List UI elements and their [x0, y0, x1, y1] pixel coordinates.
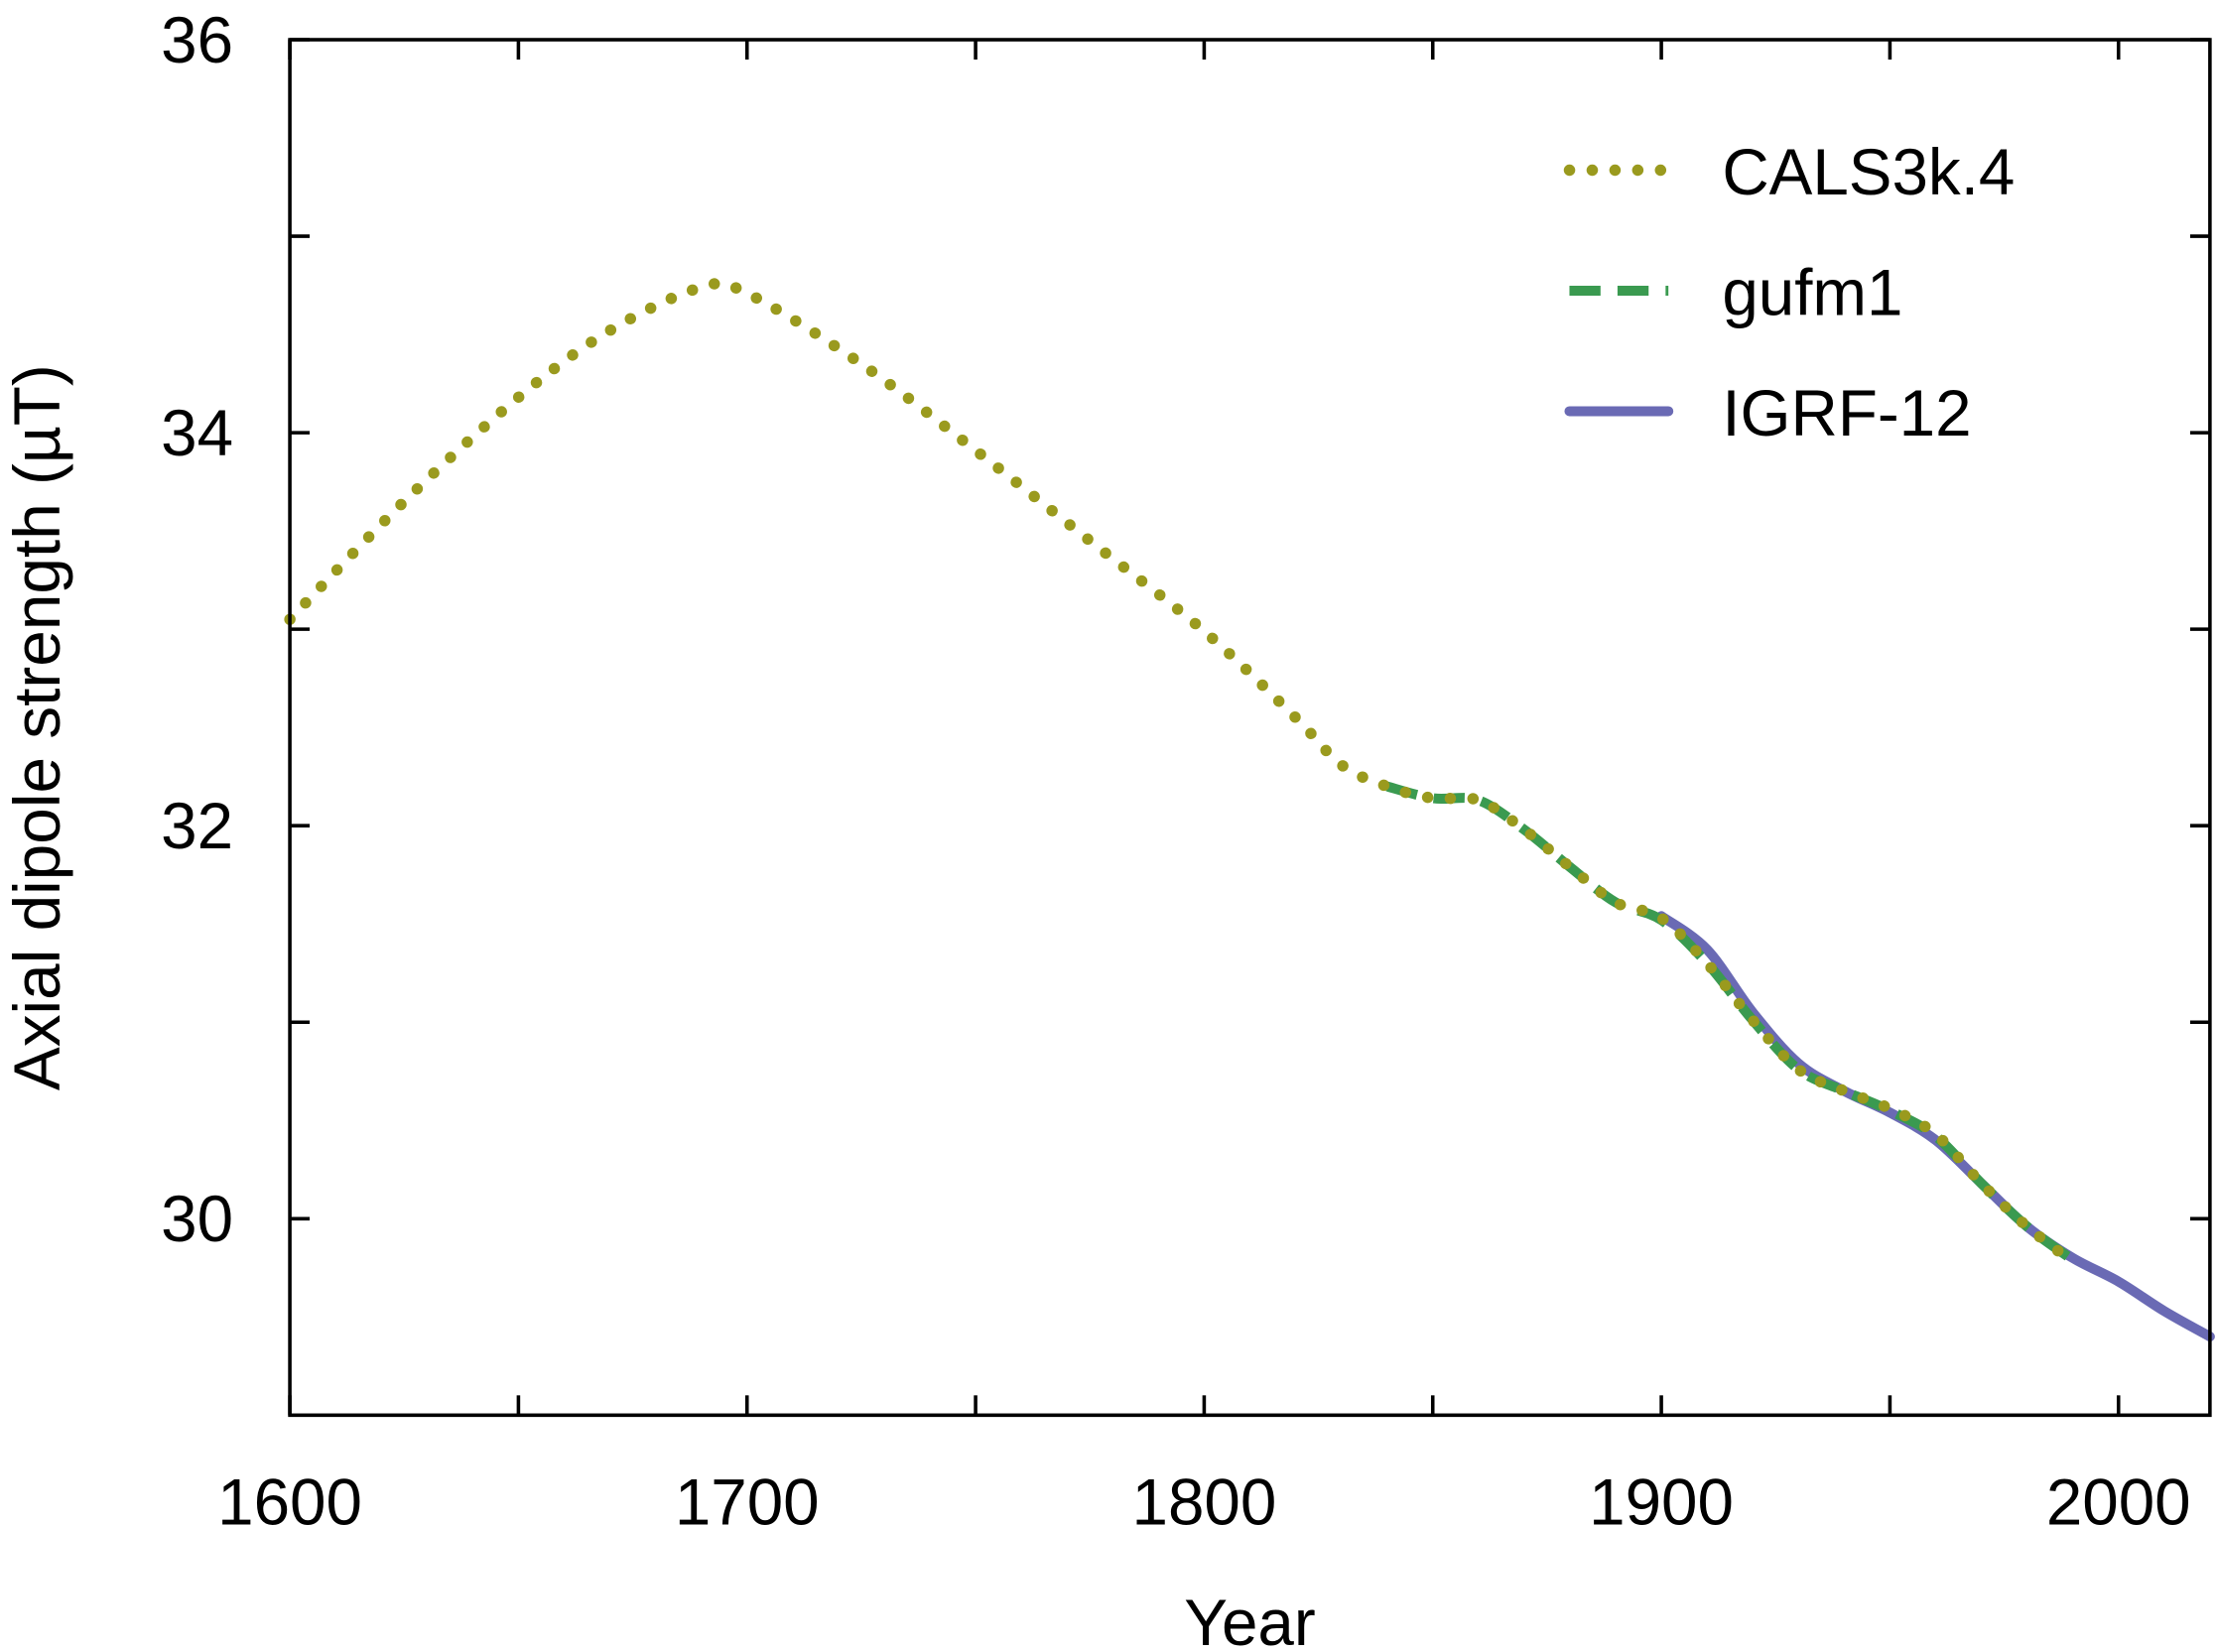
y-tick-label: 32 [161, 790, 233, 862]
y-tick-label: 34 [161, 397, 233, 469]
y-axis-label: Axial dipole strength (µT) [1, 364, 73, 1090]
legend-label: IGRF-12 [1722, 377, 1971, 449]
x-tick-label: 1900 [1589, 1465, 1734, 1538]
plot-frame [288, 38, 2212, 1418]
x-tick-label: 1600 [217, 1465, 362, 1538]
x-axis-label: Year [1184, 1587, 1315, 1652]
x-tick-label: 1800 [1132, 1465, 1277, 1538]
series-line-cals3k-4 [284, 277, 2079, 1268]
legend-label: gufm1 [1722, 256, 1902, 328]
axes-ticks: 1600 1700 1800 1900 2000 30 32 34 36 [161, 4, 2210, 1538]
x-tick-label: 2000 [2046, 1465, 2191, 1538]
plot-area [284, 277, 2215, 1342]
legend-label: CALS3k.4 [1722, 136, 2015, 208]
series-line-gufm1 [1385, 781, 2076, 1264]
series-line-igrf-12 [1656, 911, 2215, 1342]
y-tick-label: 36 [161, 4, 233, 76]
x-tick-label: 1700 [675, 1465, 820, 1538]
legend: CALS3k.4 gufm1 IGRF-12 [1563, 136, 2015, 449]
y-tick-label: 30 [161, 1183, 233, 1255]
